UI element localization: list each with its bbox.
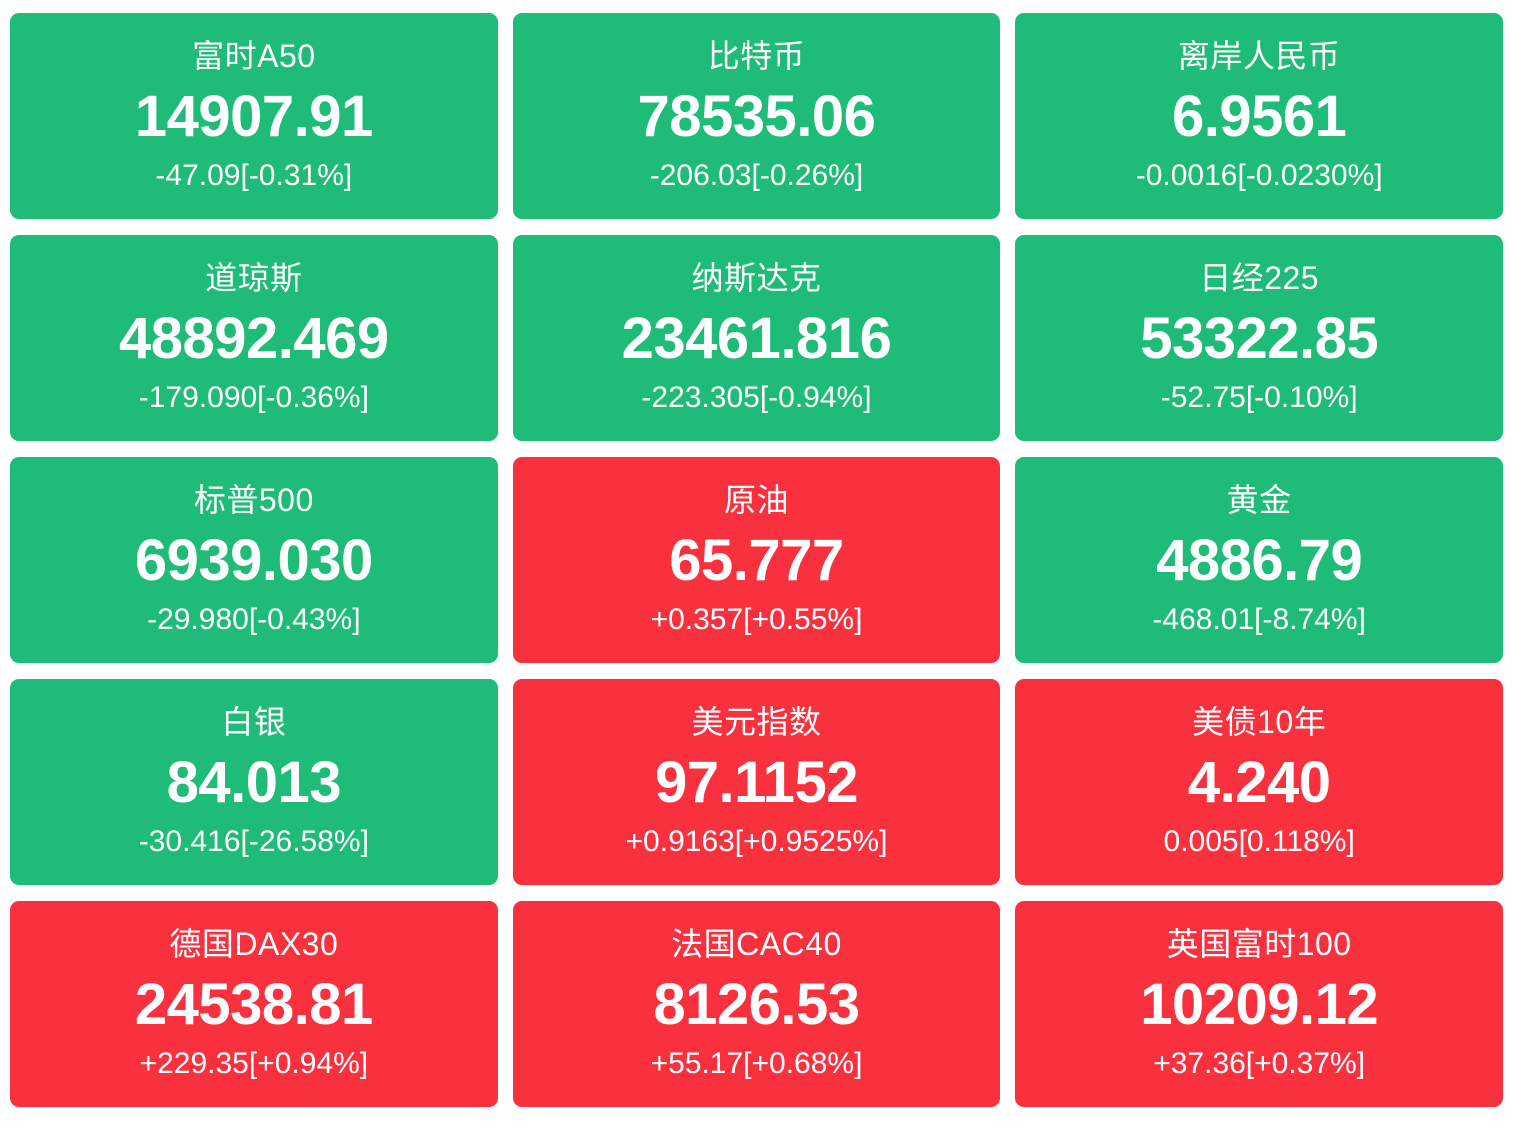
instrument-change: +37.36[+0.37%] [1153,1047,1366,1081]
instrument-change: -206.03[-0.26%] [649,159,864,193]
instrument-name: 离岸人民币 [1177,38,1341,75]
instrument-change: -0.0016[-0.0230%] [1135,159,1383,193]
instrument-price: 4886.79 [1156,528,1363,594]
instrument-change: -47.09[-0.31%] [155,159,353,193]
instrument-change: -468.01[-8.74%] [1152,603,1366,637]
instrument-change: -179.090[-0.36%] [138,381,369,415]
instrument-price: 6939.030 [134,528,373,594]
market-tile[interactable]: 美元指数 97.1152 +0.9163[+0.9525%] [512,679,1001,885]
instrument-name: 黄金 [1226,482,1292,519]
market-tile[interactable]: 富时A50 14907.91 -47.09[-0.31%] [10,13,498,219]
instrument-name: 标普500 [193,482,314,519]
instrument-price: 14907.91 [134,84,373,150]
instrument-name: 白银 [221,704,287,741]
instrument-name: 英国富时100 [1166,926,1352,963]
market-tile[interactable]: 比特币 78535.06 -206.03[-0.26%] [512,13,1001,219]
instrument-name: 纳斯达克 [691,260,822,297]
instrument-price: 48892.469 [118,306,389,372]
market-tile[interactable]: 日经225 53322.85 -52.75[-0.10%] [1015,235,1503,441]
instrument-price: 10209.12 [1140,972,1379,1038]
instrument-change: -29.980[-0.43%] [147,603,361,637]
instrument-price: 78535.06 [637,84,876,150]
market-tile[interactable]: 原油 65.777 +0.357[+0.55%] [512,457,1001,663]
instrument-change: -30.416[-26.58%] [138,825,369,859]
market-tile[interactable]: 道琼斯 48892.469 -179.090[-0.36%] [10,235,498,441]
market-tile[interactable]: 法国CAC40 8126.53 +55.17[+0.68%] [512,901,1001,1107]
market-tile[interactable]: 离岸人民币 6.9561 -0.0016[-0.0230%] [1015,13,1503,219]
instrument-name: 原油 [723,482,789,519]
instrument-change: +0.9163[+0.9525%] [625,825,888,859]
instrument-name: 道琼斯 [205,260,303,297]
market-tile[interactable]: 英国富时100 10209.12 +37.36[+0.37%] [1015,901,1503,1107]
instrument-change: -223.305[-0.94%] [641,381,872,415]
instrument-name: 法国CAC40 [671,926,842,963]
instrument-change: +0.357[+0.55%] [650,603,863,637]
instrument-name: 美债10年 [1192,704,1327,741]
market-tile[interactable]: 白银 84.013 -30.416[-26.58%] [10,679,498,885]
instrument-name: 富时A50 [192,38,316,75]
instrument-price: 24538.81 [134,972,373,1038]
instrument-price: 6.9561 [1171,84,1347,150]
market-tile[interactable]: 黄金 4886.79 -468.01[-8.74%] [1015,457,1503,663]
instrument-name: 日经225 [1199,260,1320,297]
market-tile[interactable]: 美债10年 4.240 0.005[0.118%] [1015,679,1503,885]
market-tile[interactable]: 纳斯达克 23461.816 -223.305[-0.94%] [512,235,1001,441]
market-tile[interactable]: 标普500 6939.030 -29.980[-0.43%] [10,457,498,663]
instrument-price: 65.777 [669,528,844,594]
instrument-name: 美元指数 [691,704,822,741]
instrument-price: 53322.85 [1140,306,1379,372]
instrument-price: 84.013 [166,750,342,816]
market-tile[interactable]: 德国DAX30 24538.81 +229.35[+0.94%] [10,901,498,1107]
instrument-change: +55.17[+0.68%] [650,1047,863,1081]
instrument-price: 97.1152 [655,750,858,816]
instrument-change: -52.75[-0.10%] [1160,381,1358,415]
instrument-name: 德国DAX30 [169,926,339,963]
instrument-change: +229.35[+0.94%] [139,1047,369,1081]
instrument-name: 比特币 [707,38,806,75]
instrument-price: 8126.53 [653,972,860,1038]
instrument-price: 23461.816 [621,306,892,372]
instrument-price: 4.240 [1187,750,1331,816]
instrument-change: 0.005[0.118%] [1163,825,1355,859]
